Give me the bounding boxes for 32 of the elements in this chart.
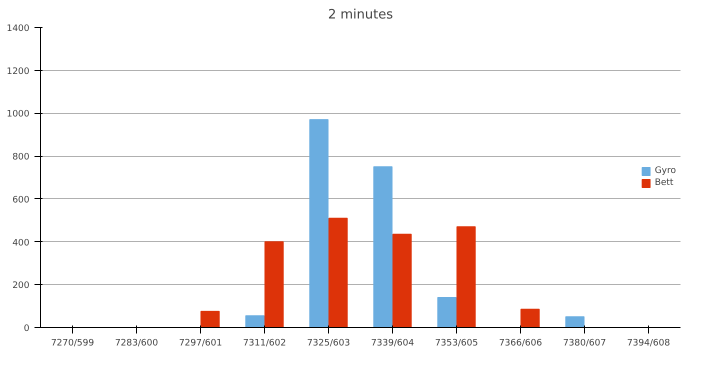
chart-title: 2 minutes: [328, 8, 394, 22]
x-tick-label: 7270/599: [50, 338, 94, 348]
x-tick-label: 7339/604: [370, 338, 414, 348]
bar: [200, 310, 220, 328]
legend-label: Gyro: [654, 166, 676, 176]
y-tick-label: 0: [24, 324, 30, 334]
bar: [264, 241, 284, 328]
x-tick-label: 7394/608: [626, 338, 670, 348]
x-tick-label: 7297/601: [178, 338, 222, 348]
bar: [437, 297, 457, 328]
bar: [392, 234, 412, 328]
bar: [456, 226, 476, 328]
bar: [520, 308, 540, 328]
x-tick-label: 7311/602: [242, 338, 286, 348]
y-tick-label: 400: [12, 238, 30, 248]
x-tick-label: 7325/603: [306, 338, 350, 348]
x-tick-label: 7353/605: [434, 338, 478, 348]
bar: [328, 218, 348, 328]
y-tick-label: 200: [12, 281, 30, 292]
y-tick-label: 1200: [6, 66, 30, 77]
bar: [373, 166, 393, 328]
bar: [565, 316, 585, 328]
legend-label: Bett: [654, 178, 674, 188]
y-tick-label: 1000: [6, 110, 30, 120]
x-tick-label: 7366/606: [498, 338, 542, 348]
y-tick-label: 600: [12, 195, 30, 206]
bar: [309, 119, 329, 328]
y-tick-label: 800: [12, 152, 30, 163]
x-tick-label: 7283/600: [114, 338, 158, 348]
bar: [245, 315, 265, 328]
y-tick-label: 1400: [6, 24, 30, 34]
x-tick-label: 7380/607: [562, 338, 606, 348]
